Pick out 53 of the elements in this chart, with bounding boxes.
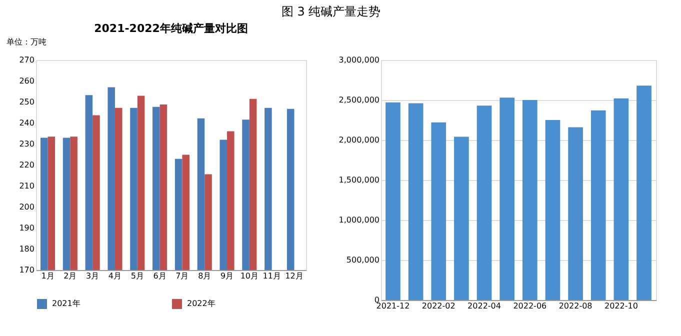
y-tick-label: 210 <box>19 182 34 190</box>
bar <box>386 102 400 300</box>
x-tick-label: 7月 <box>176 272 189 280</box>
legend-label: 2021年 <box>52 299 80 308</box>
bar <box>500 98 515 300</box>
x-tick-label: 2022-06 <box>513 302 547 310</box>
x-tick-label: 2月 <box>64 272 77 280</box>
caption: 图 3 纯碱产量走势 <box>281 4 381 18</box>
y-tick-label: 170 <box>19 266 34 274</box>
y-tick-label: 1,000,000 <box>338 216 380 224</box>
x-tick-label: 3月 <box>86 272 100 280</box>
x-tick-label: 12月 <box>285 272 304 280</box>
y-tick-label: 500,000 <box>346 256 380 264</box>
legend-label: 2022年 <box>187 299 216 308</box>
bar <box>454 136 469 300</box>
y-tick-label: 270 <box>19 56 34 64</box>
bar <box>568 127 583 300</box>
x-tick-label: 10月 <box>240 272 259 280</box>
y-tick-label: 0 <box>374 296 380 304</box>
x-tick-label: 1月 <box>41 272 54 280</box>
bar <box>636 86 652 300</box>
y-tick-label: 220 <box>19 160 34 170</box>
y-tick-label: 190 <box>19 224 34 232</box>
x-tick-label: 4月 <box>108 272 122 280</box>
x-tick-label: 6月 <box>153 272 166 280</box>
x-tick-label: 2022-10 <box>604 302 638 310</box>
y-tick-label: 240 <box>19 118 34 128</box>
y-axis-title: 单位：万吨 <box>6 38 46 46</box>
y-tick-label: 250 <box>19 98 34 106</box>
x-tick-label: 2022-04 <box>468 302 501 310</box>
x-tick-label: 2022-02 <box>422 302 456 310</box>
y-tick-label: 230 <box>19 140 34 148</box>
y-tick-label: 1,500,000 <box>338 176 380 184</box>
y-tick-label: 200 <box>19 202 34 212</box>
bar <box>590 110 606 300</box>
y-tick-label: 2,000,000 <box>338 136 380 144</box>
bar <box>522 100 538 300</box>
bar <box>408 103 424 300</box>
y-tick-label: 2,500,000 <box>338 96 380 104</box>
x-tick-label: 9月 <box>220 272 234 280</box>
x-tick-label: 2022-08 <box>558 302 592 310</box>
x-tick-label: 11月 <box>262 272 281 280</box>
x-tick-label: 2021-12 <box>376 302 410 310</box>
y-tick-label: 260 <box>19 76 34 86</box>
bar <box>545 120 560 300</box>
bar <box>431 122 446 300</box>
x-tick-label: 8月 <box>198 272 212 280</box>
x-tick-label: 5月 <box>130 272 144 280</box>
bar <box>476 106 492 300</box>
y-tick-label: 180 <box>19 244 34 254</box>
y-tick-label: 3,000,000 <box>338 56 380 64</box>
bar <box>614 98 629 300</box>
chart-title: 2021-2022年纯碱产量对比图 <box>94 22 248 35</box>
